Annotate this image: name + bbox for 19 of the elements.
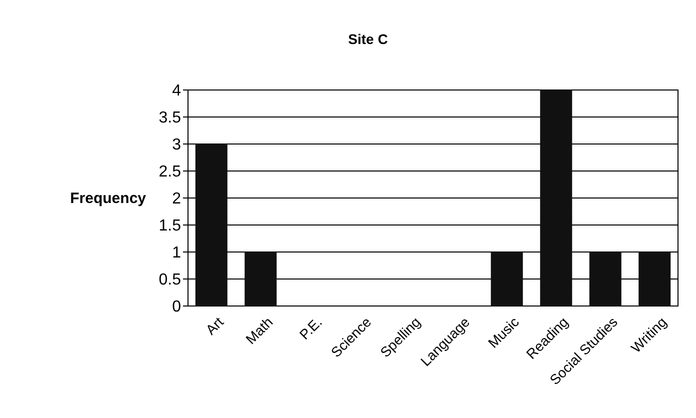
y-tick-label: 1 (172, 244, 182, 262)
y-tick-label: 1.5 (158, 218, 182, 235)
y-tick-label: 4 (172, 82, 182, 100)
x-tick-label: P.E. (296, 314, 325, 342)
y-axis-title: Frequency (70, 190, 147, 207)
bar (638, 252, 671, 306)
bar (244, 252, 277, 306)
y-tick-label: 2.5 (158, 164, 182, 181)
y-tick-label: 0 (172, 298, 182, 316)
y-tick-label: 3 (172, 136, 182, 154)
bar (195, 144, 228, 306)
chart-title: Site C (348, 31, 388, 47)
y-tick-label: 3.5 (158, 110, 182, 127)
y-tick-label: 0.5 (158, 272, 182, 289)
bar (540, 90, 572, 306)
y-tick-label: 2 (172, 190, 182, 208)
x-tick-label: Art (202, 314, 227, 338)
bar (490, 252, 523, 306)
bar (589, 252, 622, 306)
